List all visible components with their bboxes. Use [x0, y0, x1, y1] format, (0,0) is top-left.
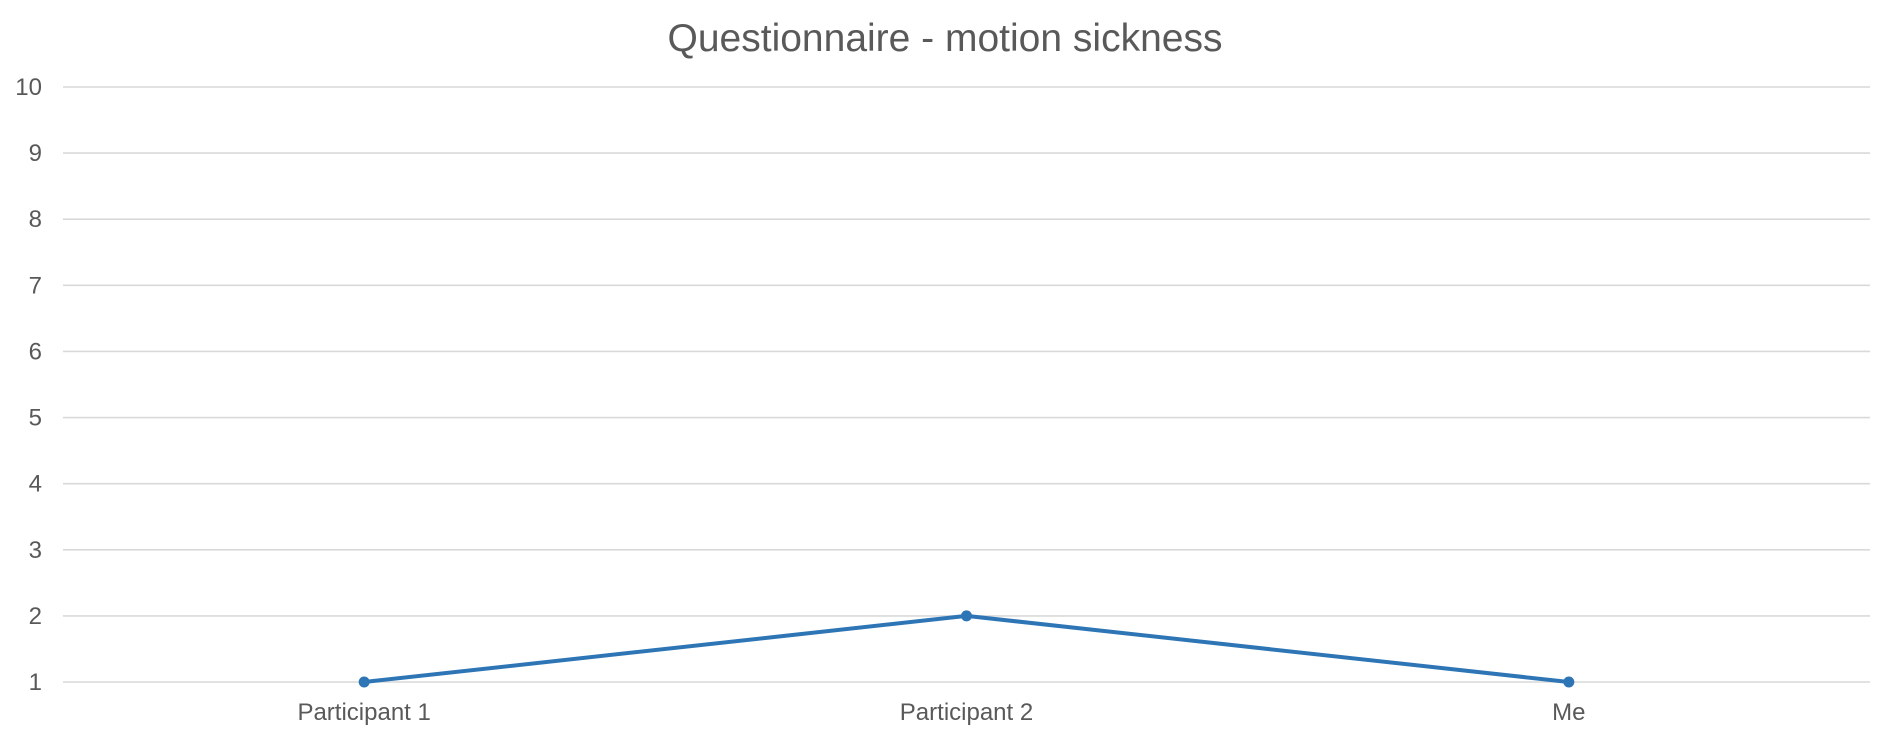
y-tick-label: 2	[29, 603, 42, 630]
y-tick-label: 5	[29, 405, 42, 432]
series-layer	[358, 610, 1575, 688]
data-point	[961, 610, 972, 622]
x-tick-label: Me	[1552, 699, 1585, 726]
y-tick-label: 8	[29, 206, 42, 233]
y-tick-label: 9	[29, 140, 42, 167]
y-tick-label: 3	[29, 537, 42, 564]
series-line	[362, 613, 1571, 684]
y-tick-label: 1	[29, 669, 42, 696]
y-tick-label: 6	[29, 338, 42, 365]
data-point	[358, 676, 370, 688]
y-axis-tick-labels: 1 2 3 4 5 6 7 8 9 10	[15, 74, 42, 696]
y-tick-label: 7	[29, 272, 42, 299]
gridlines	[63, 86, 1870, 683]
x-tick-label: Participant 2	[900, 699, 1033, 726]
y-tick-label: 10	[15, 74, 42, 101]
x-tick-label: Participant 1	[297, 699, 430, 726]
chart-title: Questionnaire - motion sickness	[668, 17, 1223, 60]
x-axis-tick-labels: Participant 1 Participant 2 Me	[297, 699, 1585, 726]
y-tick-label: 4	[29, 471, 42, 498]
data-point	[1563, 676, 1575, 688]
